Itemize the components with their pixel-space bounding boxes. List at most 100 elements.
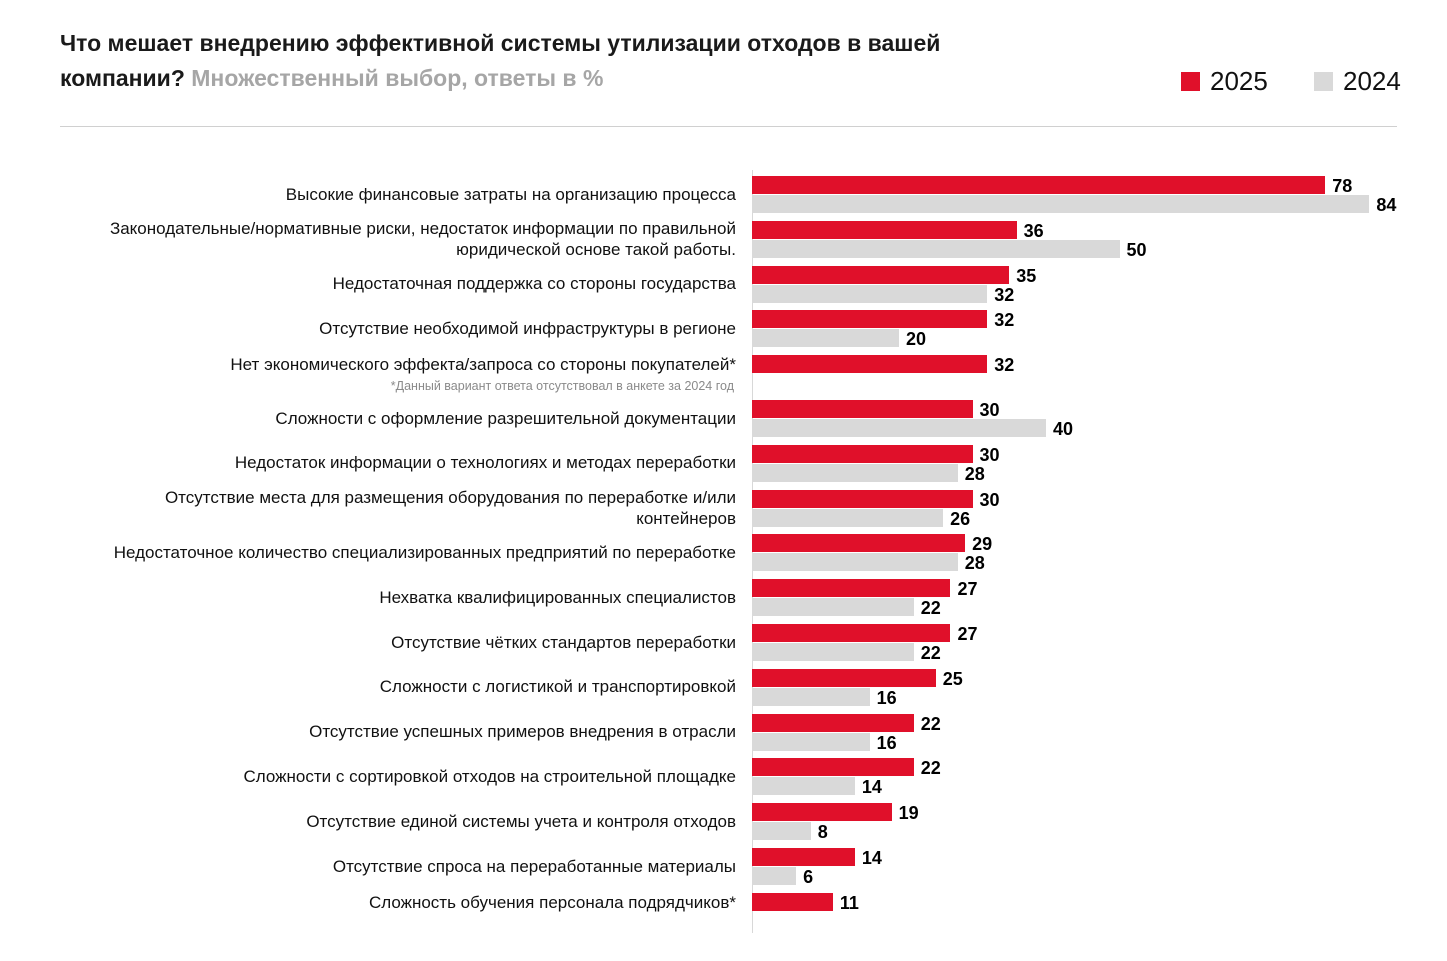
- data-label-2025: 32: [994, 310, 1015, 331]
- category-label-line: Высокие финансовые затраты на организаци…: [285, 184, 736, 204]
- bar-2024: [752, 463, 958, 482]
- data-label-2025: 27: [957, 579, 978, 600]
- data-label-2025: 29: [972, 534, 993, 555]
- bar-2024: [752, 598, 914, 617]
- bar-2025: [752, 176, 1326, 194]
- bar-2025: [752, 848, 855, 866]
- bar-2025: [752, 489, 973, 508]
- data-label-2025: 14: [861, 848, 882, 868]
- bar-2024: [752, 777, 855, 796]
- bar-2024: [752, 553, 958, 572]
- category-label-line: юридической основе такой работы.: [456, 239, 736, 259]
- header-divider: [60, 126, 1397, 127]
- category-label: Недостаточная поддержка со стороны госуд…: [36, 273, 736, 294]
- bar-2025: [752, 265, 1010, 284]
- category-label: Отсутствие спроса на переработанные мате…: [36, 856, 736, 877]
- data-label-2024: 22: [920, 643, 941, 663]
- chart-subtitle: Множественный выбор, ответы в %: [191, 65, 604, 91]
- category-label: Отсутствие места для размещения оборудов…: [36, 487, 736, 529]
- legend-label-2024: 2024: [1343, 66, 1401, 96]
- data-label-2025: 36: [1023, 220, 1044, 241]
- data-label-2025: 11: [839, 892, 859, 913]
- bar-2024: [752, 508, 944, 527]
- legend-item-2025: 2025: [1181, 66, 1268, 97]
- category-label: Отсутствие чётких стандартов переработки: [36, 632, 736, 653]
- bar-2024: [752, 284, 988, 303]
- data-label-2024: 14: [861, 777, 882, 798]
- data-label-2024: 26: [950, 508, 971, 529]
- data-label-2024: 6: [803, 867, 814, 887]
- category-label-line: Отсутствие чётких стандартов переработки: [391, 632, 736, 652]
- data-label-2024: 32: [994, 284, 1015, 305]
- legend-swatch-2025: [1181, 72, 1200, 91]
- category-label: Законодательные/нормативные риски, недос…: [36, 218, 736, 260]
- data-label-2024: 40: [1053, 419, 1074, 439]
- category-label-line: Отсутствие единой системы учета и контро…: [306, 811, 736, 831]
- bar-2025: [752, 892, 833, 911]
- data-label-2025: 30: [979, 489, 1000, 510]
- bar-2025: [752, 400, 973, 418]
- data-label-2025: 30: [979, 444, 1000, 465]
- data-label-2025: 22: [920, 713, 941, 734]
- data-label-2024: 84: [1376, 195, 1397, 215]
- bar-2025: [752, 803, 892, 822]
- category-label: Отсутствие необходимой инфраструктуры в …: [36, 318, 736, 339]
- category-label-line: Законодательные/нормативные риски, недос…: [109, 218, 736, 238]
- bar-2024: [752, 732, 870, 751]
- legend-label-2025: 2025: [1210, 66, 1268, 96]
- data-label-2025: 32: [994, 355, 1015, 376]
- data-label-2025: 22: [920, 758, 941, 779]
- bar-2025: [752, 624, 951, 642]
- bar-2024: [752, 643, 914, 661]
- bar-2025: [752, 444, 973, 463]
- category-label-line: Отсутствие успешных примеров внедрения в…: [309, 722, 736, 742]
- category-label-line: Недостаточная поддержка со стороны госуд…: [332, 274, 736, 294]
- category-label: Нехватка квалифицированных специалистов: [36, 587, 736, 608]
- category-label: Сложности с сортировкой отходов на строи…: [36, 766, 736, 787]
- bar-2025: [752, 534, 966, 553]
- bar-2024: [752, 867, 797, 885]
- bar-2024: [752, 239, 1120, 258]
- category-label-line: Отсутствие места для размещения оборудов…: [164, 487, 736, 507]
- data-label-2024: 50: [1126, 239, 1147, 260]
- category-label: Отсутствие единой системы учета и контро…: [36, 811, 736, 832]
- category-label-line: Сложности с сортировкой отходов на строи…: [243, 766, 736, 786]
- chart-title: Что мешает внедрению эффективной системы…: [60, 26, 960, 96]
- data-label-2024: 22: [920, 598, 941, 619]
- bar-2025: [752, 668, 936, 687]
- bar-2024: [752, 687, 870, 706]
- data-label-2025: 19: [898, 803, 919, 824]
- category-label: Сложности с оформление разрешительной до…: [36, 408, 736, 429]
- category-label: Недостаточное количество специализирован…: [36, 542, 736, 563]
- data-label-2025: 25: [942, 668, 963, 689]
- data-label-2024: 8: [817, 822, 828, 843]
- category-label-line: Нехватка квалифицированных специалистов: [379, 587, 736, 607]
- legend-swatch-2024: [1314, 72, 1333, 91]
- data-label-2024: 28: [964, 553, 985, 574]
- data-label-2025: 35: [1016, 265, 1037, 286]
- data-label-2025: 78: [1332, 176, 1353, 196]
- category-label-line: Отсутствие необходимой инфраструктуры в …: [319, 318, 736, 338]
- category-label-line: Сложности с логистикой и транспортировко…: [379, 677, 736, 697]
- category-label: Отсутствие успешных примеров внедрения в…: [36, 721, 736, 742]
- data-label-2025: 30: [979, 400, 1000, 420]
- category-label-line: контейнеров: [636, 508, 736, 528]
- bar-2025: [752, 579, 951, 598]
- category-label: Недостаток информации о технологиях и ме…: [36, 452, 736, 473]
- bar-2025: [752, 310, 988, 329]
- data-label-2024: 20: [906, 329, 927, 350]
- category-label-line: Нет экономического эффекта/запроса со ст…: [230, 355, 736, 375]
- category-label-line: Отсутствие спроса на переработанные мате…: [332, 856, 736, 876]
- data-label-2024: 28: [964, 463, 985, 484]
- data-label-2024: 16: [876, 687, 897, 708]
- bar-2025: [752, 758, 914, 777]
- bar-2024: [752, 419, 1046, 437]
- bar-2025: [752, 713, 914, 732]
- category-label-line: Недостаток информации о технологиях и ме…: [234, 453, 736, 473]
- footnote: *Данный вариант ответа отсутствовал в ан…: [390, 379, 734, 394]
- category-label: Сложность обучения персонала подрядчиков…: [36, 892, 736, 913]
- category-label: Высокие финансовые затраты на организаци…: [36, 184, 736, 205]
- category-label-line: Сложности с оформление разрешительной до…: [275, 408, 736, 428]
- legend-item-2024: 2024: [1314, 66, 1401, 97]
- category-label: Сложности с логистикой и транспортировко…: [36, 676, 736, 697]
